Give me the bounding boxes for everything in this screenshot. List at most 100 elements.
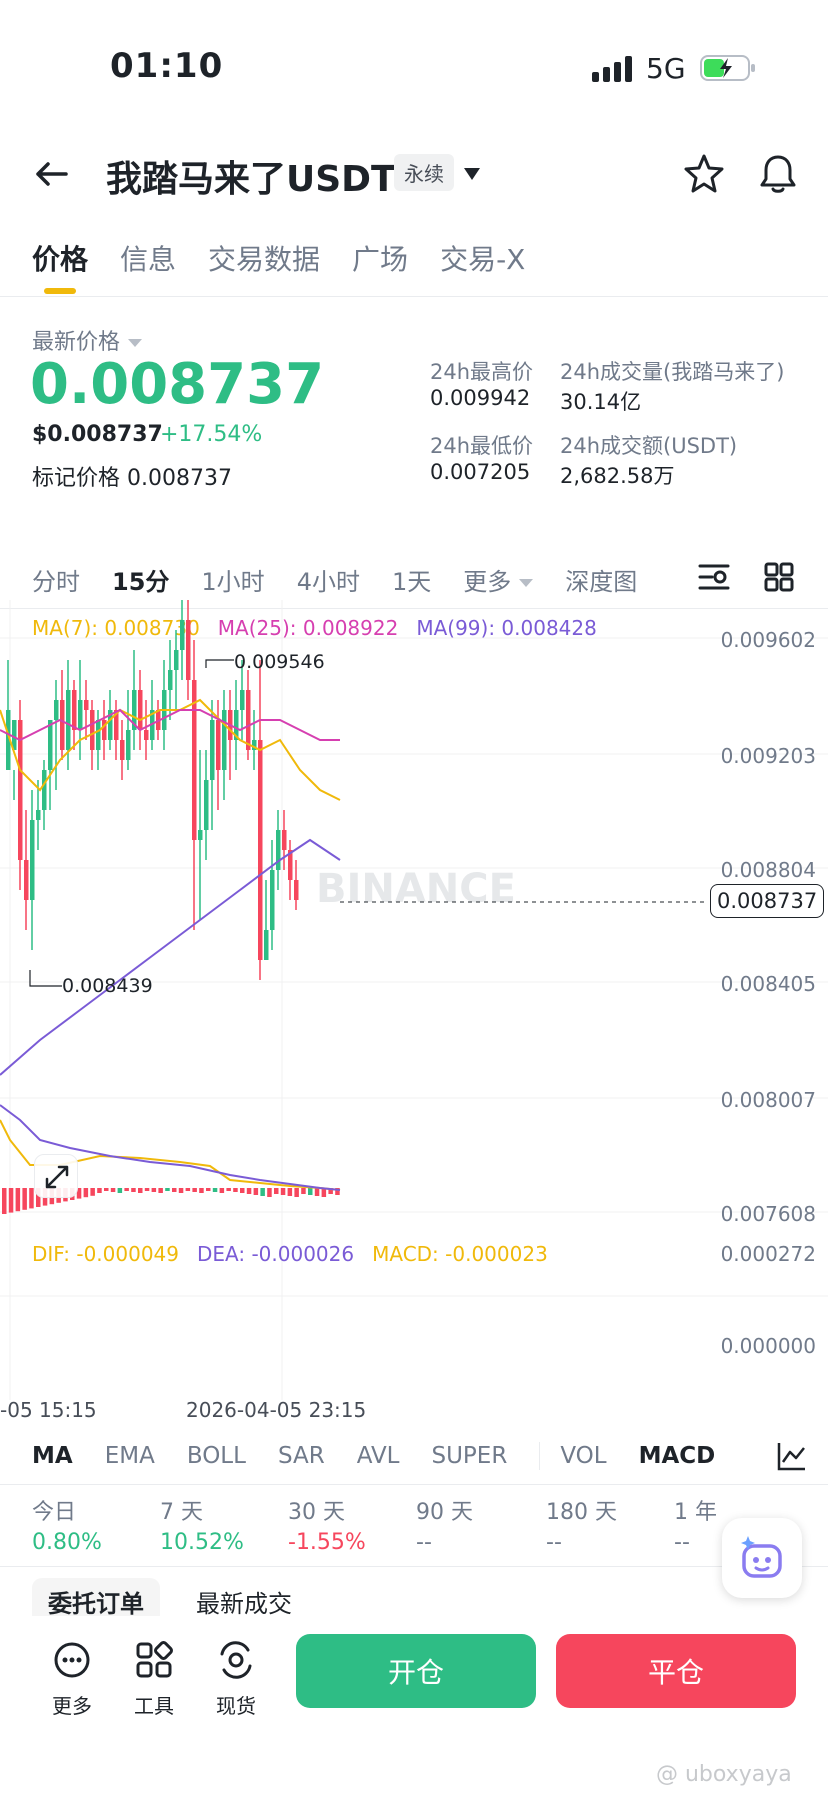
- macd-bar: [192, 1188, 197, 1192]
- interval-timeline[interactable]: 分时: [32, 568, 80, 596]
- indicator-avl[interactable]: AVL: [356, 1443, 400, 1469]
- macd-bar: [90, 1188, 95, 1196]
- divider: [0, 608, 828, 609]
- macd-bar: [287, 1188, 293, 1196]
- macd-bar: [253, 1188, 259, 1195]
- perf-value-30d: -1.55%: [288, 1530, 366, 1555]
- fullscreen-button[interactable]: [34, 1154, 78, 1198]
- x-axis-label: 2026-04-05 23:15: [186, 1398, 367, 1422]
- tab-price[interactable]: 价格: [32, 243, 89, 276]
- macd-bar: [267, 1188, 272, 1197]
- macd-bar: [321, 1188, 327, 1197]
- candle: [294, 860, 299, 910]
- candle: [210, 700, 215, 830]
- interval-more[interactable]: 更多: [463, 562, 534, 597]
- price-type-selector[interactable]: 最新价格: [32, 324, 143, 356]
- candle: [282, 810, 287, 870]
- macd-bar: [240, 1188, 245, 1193]
- macd-bar: [226, 1188, 231, 1191]
- indicator-macd[interactable]: MACD: [638, 1443, 716, 1469]
- candles: [6, 600, 299, 980]
- bell-icon[interactable]: [756, 152, 800, 196]
- candle: [84, 680, 89, 740]
- macd-legend: DIF: -0.000049 DEA: -0.000026 MACD: -0.0…: [32, 1242, 548, 1266]
- dif-legend: DIF: -0.000049: [32, 1242, 179, 1266]
- grid-layout-icon[interactable]: [764, 562, 794, 592]
- indicator-super[interactable]: SUPER: [431, 1443, 508, 1469]
- volume-value: 30.14亿: [560, 390, 642, 414]
- depth-chart-tab[interactable]: 深度图: [565, 568, 638, 596]
- star-icon[interactable]: [682, 152, 726, 196]
- interval-1d[interactable]: 1天: [391, 568, 432, 596]
- macd-bar: [22, 1188, 27, 1210]
- candle: [192, 640, 197, 930]
- indicator-ema[interactable]: EMA: [104, 1443, 155, 1469]
- perf-label-30d: 30 天: [288, 1500, 345, 1525]
- candle: [18, 700, 23, 890]
- ma7-legend: MA(7): 0.008730: [32, 616, 200, 640]
- x-axis-label: -05 15:15: [0, 1398, 97, 1422]
- candle: [60, 670, 65, 760]
- indicator-sar[interactable]: SAR: [277, 1443, 325, 1469]
- divider: [0, 296, 828, 297]
- perf-label-today: 今日: [32, 1500, 77, 1525]
- ai-assistant-button[interactable]: [722, 1518, 802, 1598]
- candle: [102, 700, 107, 760]
- candlestick-chart[interactable]: BINANCE 0.009546 0.008439: [0, 600, 828, 1400]
- spot-switch-icon: [220, 1641, 252, 1679]
- more-label: 更多: [52, 1694, 92, 1718]
- mark-price-label: 标记价格: [32, 466, 121, 491]
- chevron-down-icon[interactable]: [462, 166, 482, 182]
- macd-bar: [328, 1188, 333, 1194]
- candle: [252, 710, 257, 770]
- candle: [180, 600, 185, 680]
- tab-info[interactable]: 信息: [120, 243, 177, 276]
- y-axis-label: 0.008405: [720, 972, 816, 996]
- interval-15m[interactable]: 15分: [112, 568, 170, 596]
- ai-robot-icon: [741, 1536, 782, 1578]
- spot-button[interactable]: 现货: [206, 1640, 266, 1719]
- low-annotation: 0.008439: [62, 975, 153, 997]
- y-axis-label: 0.008007: [720, 1088, 816, 1112]
- close-position-button[interactable]: 平仓: [556, 1634, 796, 1708]
- tab-trading-data[interactable]: 交易数据: [208, 243, 321, 276]
- macd-bar: [206, 1188, 211, 1191]
- indicator-settings-icon[interactable]: [776, 1440, 808, 1472]
- ma25-line: [0, 708, 340, 742]
- low-label: 24h最低价: [430, 434, 534, 458]
- interval-1h[interactable]: 1小时: [201, 568, 265, 596]
- indicator-bar: MA EMA BOLL SAR AVL SUPER VOL MACD: [32, 1442, 747, 1470]
- tab-recent-trades[interactable]: 最新成交: [196, 1590, 292, 1618]
- tools-button[interactable]: 工具: [124, 1640, 184, 1719]
- ma7-line: [0, 698, 341, 801]
- ma99-legend: MA(99): 0.008428: [416, 616, 597, 640]
- status-time: 01:10: [110, 46, 224, 86]
- interval-4h[interactable]: 4小时: [296, 568, 360, 596]
- indicator-boll[interactable]: BOLL: [186, 1443, 246, 1469]
- mark-price: 标记价格 0.008737: [32, 460, 232, 492]
- active-tab-indicator: [44, 288, 76, 294]
- symbol-title[interactable]: 我踏马来了USDT: [106, 159, 396, 200]
- tools-label: 工具: [134, 1694, 174, 1718]
- indicator-ma[interactable]: MA: [32, 1443, 73, 1469]
- macd-bar: [212, 1188, 218, 1192]
- perf-label-1y: 1 年: [674, 1500, 717, 1525]
- candle: [162, 660, 167, 750]
- candle: [48, 720, 53, 810]
- open-position-button[interactable]: 开仓: [296, 1634, 536, 1708]
- macd-bar: [76, 1188, 82, 1199]
- back-arrow-icon[interactable]: [32, 154, 72, 194]
- candle: [258, 660, 263, 980]
- y-axis-label: 0.007608: [720, 1202, 816, 1226]
- tab-square[interactable]: 广场: [352, 243, 409, 276]
- indicator-vol[interactable]: VOL: [560, 1443, 607, 1469]
- candle: [186, 600, 191, 700]
- candle: [36, 780, 41, 850]
- chart-settings-icon[interactable]: [698, 562, 730, 592]
- macd-bar: [124, 1188, 129, 1191]
- binance-watermark: BINANCE: [316, 866, 516, 912]
- tools-grid-icon: [136, 1641, 173, 1678]
- more-button[interactable]: 更多: [42, 1640, 102, 1719]
- candle: [114, 700, 119, 760]
- tab-trade-x[interactable]: 交易-X: [440, 243, 526, 276]
